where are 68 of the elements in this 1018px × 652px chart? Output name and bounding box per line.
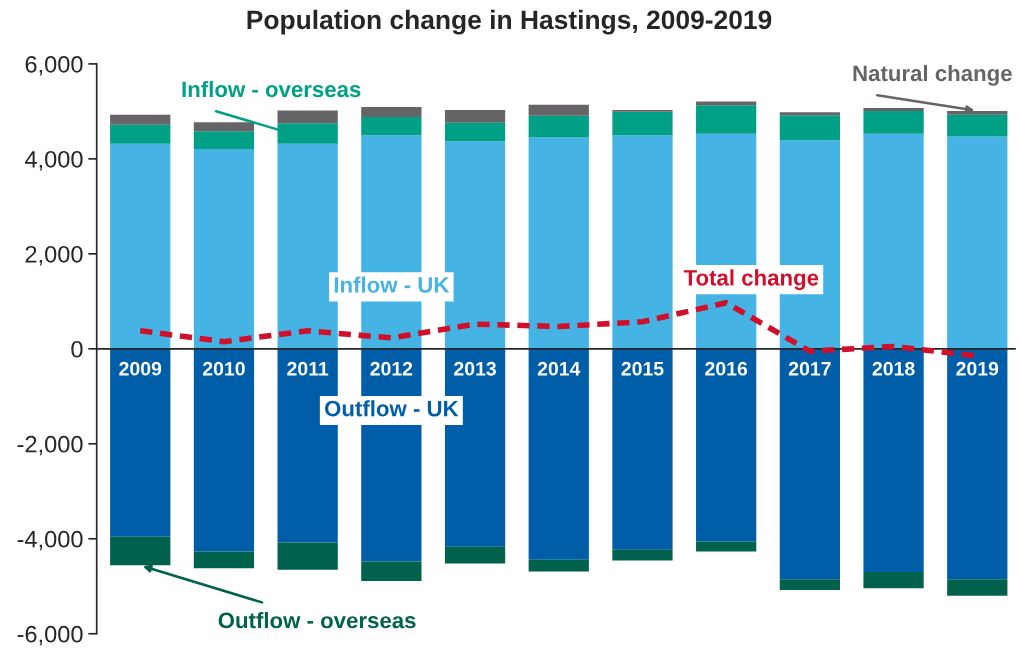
bar: [947, 348, 1008, 580]
bar: [528, 348, 589, 560]
bar: [361, 107, 422, 118]
y-tick-label: 0: [71, 340, 83, 358]
y-tick-label: -2,000: [17, 435, 83, 456]
bar: [528, 115, 589, 138]
bar: [110, 114, 171, 125]
bar: [863, 108, 924, 111]
bar: [193, 551, 255, 569]
series-label: Inflow - overseas: [182, 80, 361, 98]
bar: [863, 110, 924, 134]
bar: [612, 135, 673, 349]
series-label: Natural change: [853, 64, 1012, 86]
bar: [696, 101, 757, 106]
x-tick-label: 2018: [872, 361, 915, 376]
bar: [779, 115, 840, 141]
bar: [696, 105, 757, 134]
bar: [110, 348, 171, 537]
bar: [110, 143, 171, 349]
bar: [193, 348, 255, 552]
bar: [696, 541, 757, 552]
bar: [779, 112, 840, 116]
bar: [612, 111, 673, 136]
bar: [947, 136, 1008, 349]
bar: [696, 348, 757, 542]
bar: [361, 561, 422, 582]
x-tick-label: 2009: [119, 361, 162, 376]
bar: [779, 579, 840, 591]
series-label: Inflow - UK: [334, 276, 450, 293]
bar: [612, 549, 673, 561]
series-label: Outflow - UK: [325, 400, 459, 417]
y-tick-label: 2,000: [25, 245, 83, 266]
bar: [528, 137, 589, 349]
bar: [277, 110, 338, 124]
x-tick-label: 2014: [537, 361, 581, 376]
bar: [612, 348, 673, 550]
bar: [779, 348, 840, 580]
x-tick-label: 2012: [370, 361, 413, 376]
bar: [444, 109, 506, 123]
bar: [193, 148, 255, 349]
y-tick-label: -6,000: [17, 625, 83, 646]
chart-title: Population change in Hastings, 2009-2019: [247, 9, 772, 35]
x-tick-label: 2011: [287, 361, 329, 376]
y-tick-label: 6,000: [25, 55, 83, 76]
bar: [863, 348, 924, 573]
x-tick-label: 2015: [621, 361, 664, 376]
bar: [444, 122, 506, 142]
y-tick-label: 4,000: [24, 150, 83, 171]
bar: [277, 542, 338, 570]
x-tick-label: 2019: [956, 361, 999, 376]
bar: [947, 114, 1008, 137]
bar: [528, 104, 589, 116]
bar: [193, 131, 255, 149]
x-tick-label: 2010: [202, 361, 245, 376]
x-tick-label: 2016: [705, 361, 748, 376]
bar: [110, 124, 171, 144]
bar: [863, 572, 924, 589]
series-label: Total change: [683, 269, 819, 291]
x-tick-label: 2017: [788, 361, 831, 376]
series-label: Outflow - overseas: [218, 611, 416, 629]
x-tick-label: 2013: [454, 361, 496, 376]
y-tick-label: -4,000: [17, 530, 83, 551]
bar: [947, 579, 1008, 596]
bar: [361, 117, 422, 136]
bar: [193, 122, 255, 132]
bar: [444, 546, 506, 564]
bar: [863, 133, 924, 349]
bar: [528, 559, 589, 572]
